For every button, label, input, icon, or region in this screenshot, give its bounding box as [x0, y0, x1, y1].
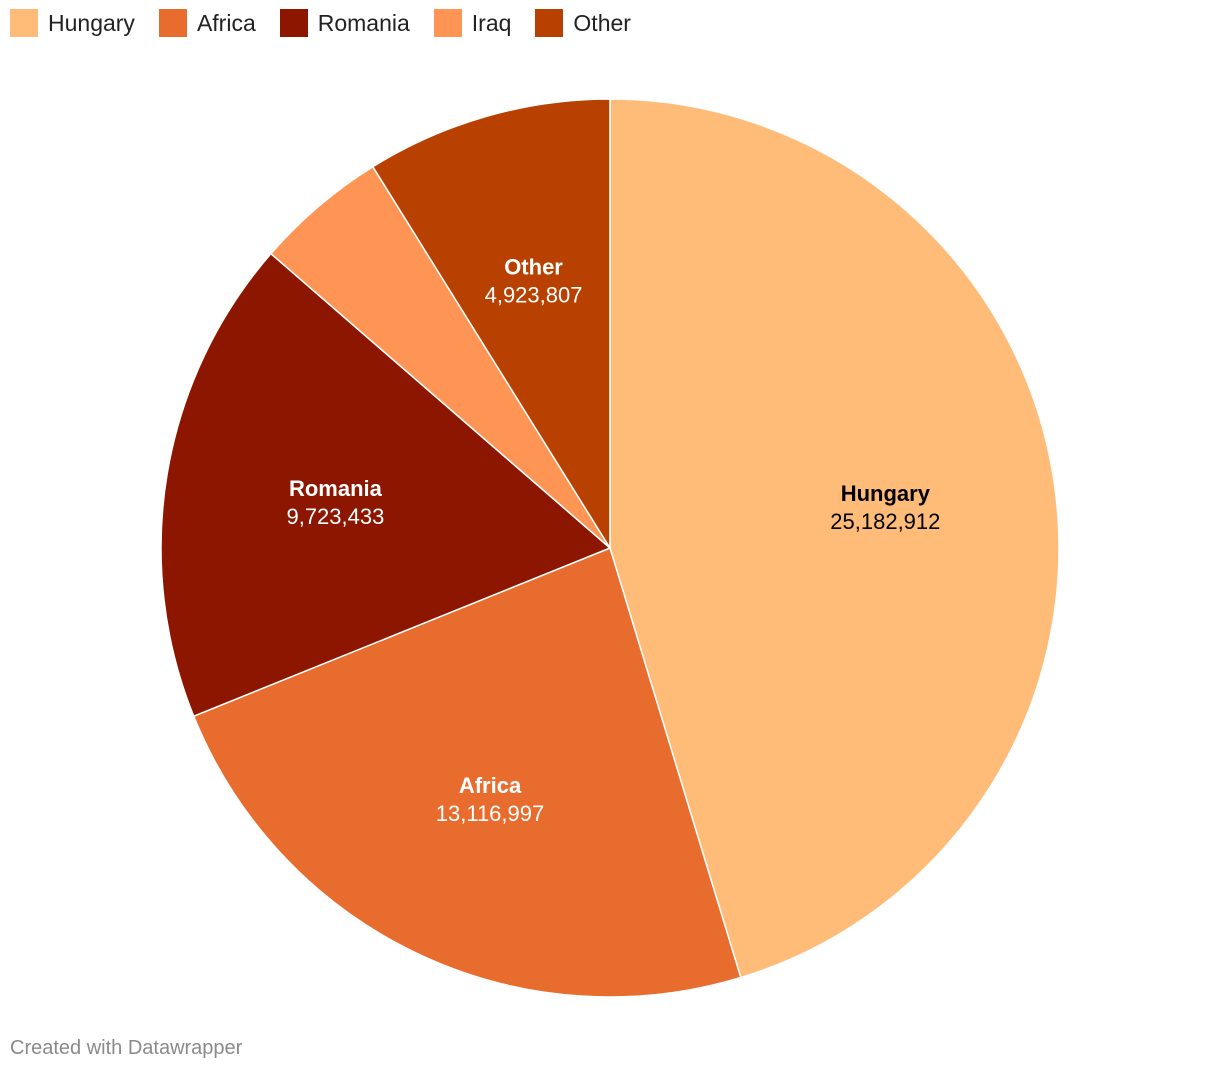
- slice-name-label: Other: [504, 254, 563, 279]
- legend-item-iraq: Iraq: [433, 9, 512, 37]
- legend-label: Africa: [196, 10, 256, 36]
- credit-text: Created with Datawrapper: [10, 1037, 243, 1059]
- legend-label: Romania: [317, 10, 410, 36]
- legend-label: Hungary: [48, 10, 135, 36]
- slice-value-label: 13,116,997: [436, 801, 544, 826]
- pie-slice-romania: [160, 252, 612, 718]
- legend: Hungary Africa Romania Iraq Other: [10, 9, 655, 37]
- pie-slice-africa: [192, 546, 742, 998]
- legend-swatch: [433, 9, 462, 37]
- slice-value-label: 9,723,433: [286, 504, 384, 529]
- legend-label: Iraq: [471, 10, 512, 36]
- legend-swatch: [10, 9, 38, 37]
- legend-swatch: [535, 9, 564, 37]
- legend-item-other: Other: [535, 9, 631, 37]
- pie-slice-hungary: [609, 98, 1060, 979]
- legend-label: Other: [573, 10, 631, 36]
- slice-value-label: 4,923,807: [485, 282, 583, 307]
- pie-slice-other: [371, 98, 611, 551]
- slice-name-label: Romania: [289, 476, 383, 501]
- legend-item-africa: Africa: [158, 9, 256, 37]
- slice-name-label: Hungary: [841, 481, 931, 506]
- slice-name-label: Africa: [459, 773, 522, 798]
- legend-swatch: [158, 9, 187, 37]
- legend-swatch: [279, 9, 308, 37]
- legend-item-hungary: Hungary: [10, 9, 135, 37]
- slice-value-label: 25,182,912: [830, 509, 940, 534]
- legend-item-romania: Romania: [279, 9, 410, 37]
